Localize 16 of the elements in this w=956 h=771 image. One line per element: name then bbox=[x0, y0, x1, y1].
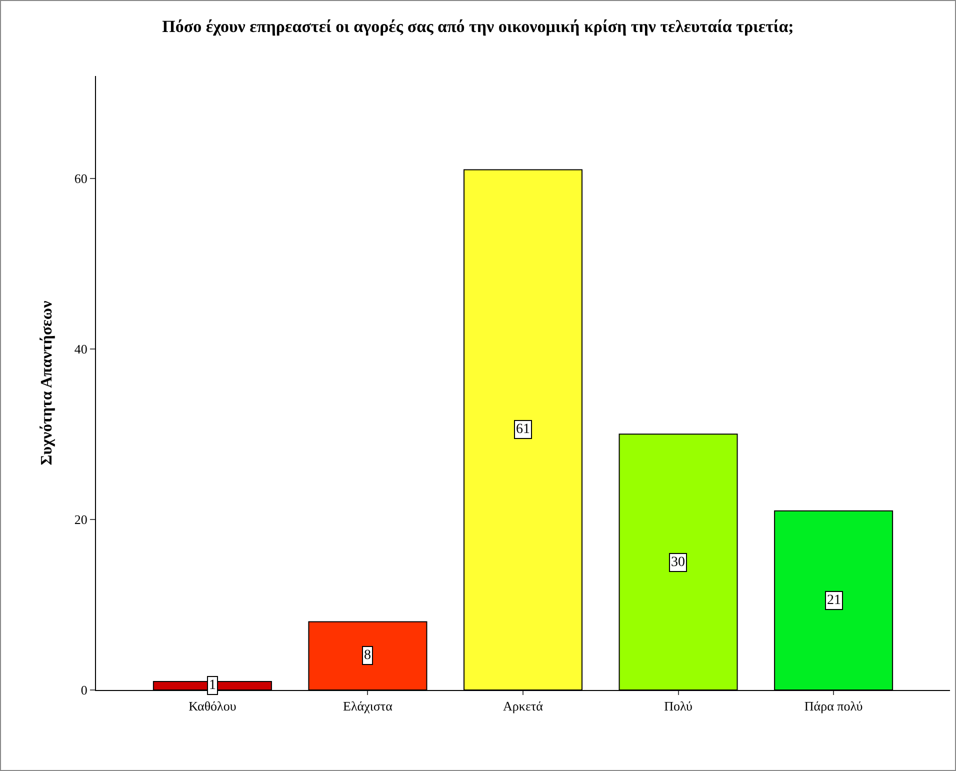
x-tick-label: Ελάχιστα bbox=[343, 698, 393, 714]
x-tick-label: Καθόλου bbox=[188, 698, 236, 714]
x-tick-label: Πάρα πολύ bbox=[804, 698, 863, 714]
y-tick-label: 40 bbox=[74, 341, 88, 356]
data-label: 8 bbox=[364, 648, 371, 663]
y-tick-label: 20 bbox=[74, 512, 88, 527]
chart-title: Πόσο έχουν επηρεαστεί οι αγορές σας από την οικονομική κρίση την τελευταία τριετία; bbox=[162, 17, 794, 36]
data-label: 21 bbox=[827, 593, 841, 608]
data-label: 30 bbox=[671, 555, 685, 570]
data-label: 1 bbox=[209, 678, 216, 693]
x-tick-label: Αρκετά bbox=[503, 698, 544, 714]
x-tick-label: Πολύ bbox=[664, 698, 692, 714]
y-tick-label: 60 bbox=[74, 170, 88, 186]
y-tick-label: 0 bbox=[80, 682, 88, 698]
data-label: 61 bbox=[516, 422, 530, 437]
y-axis-title: Συχνότητα Απαντήσεων bbox=[38, 300, 56, 466]
